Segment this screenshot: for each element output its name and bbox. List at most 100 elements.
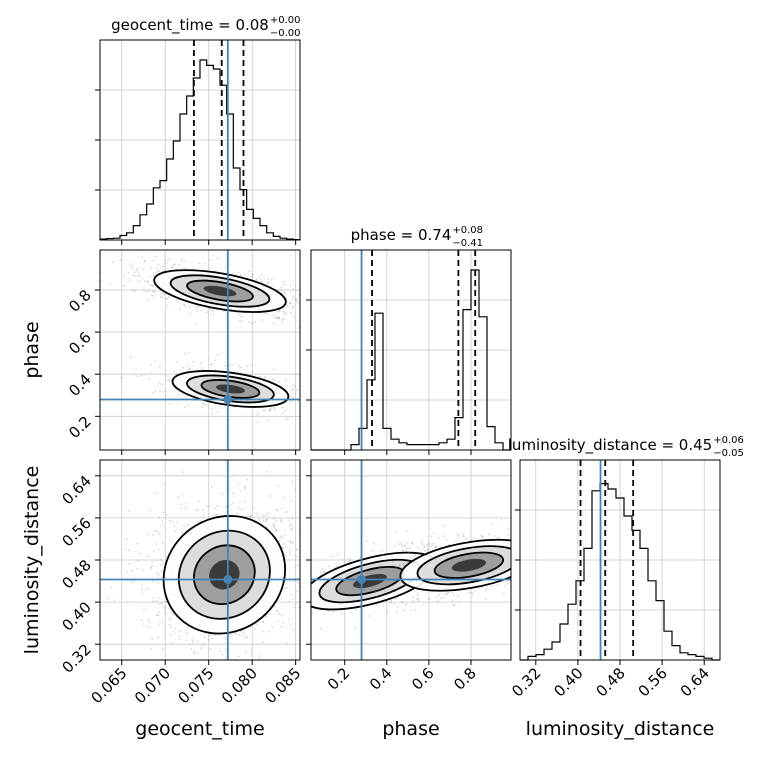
sample-point — [241, 320, 243, 323]
sample-point — [526, 555, 528, 557]
sample-point — [267, 419, 270, 422]
sample-point — [146, 587, 148, 590]
sample-point — [155, 543, 158, 545]
sample-point — [158, 270, 161, 273]
sample-point — [491, 585, 494, 587]
sample-point — [413, 555, 416, 558]
sample-point — [165, 297, 167, 300]
sample-point — [244, 485, 247, 487]
sample-point — [227, 680, 229, 682]
sample-point — [372, 542, 375, 544]
sample-point — [143, 260, 146, 263]
sample-point — [543, 571, 545, 573]
sample-point — [152, 392, 154, 394]
sample-point — [179, 308, 182, 311]
sample-point — [462, 535, 465, 538]
sample-point — [289, 547, 292, 550]
sample-point — [282, 284, 285, 286]
sample-point — [244, 515, 247, 518]
sample-point — [262, 621, 265, 624]
sample-point — [427, 545, 430, 548]
sample-point — [152, 284, 154, 287]
sample-point — [348, 557, 351, 560]
sample-point — [503, 593, 505, 595]
sample-point — [224, 649, 227, 651]
sample-point — [209, 363, 212, 366]
sample-point — [159, 558, 162, 561]
sample-point — [276, 317, 279, 319]
sample-point — [542, 567, 544, 569]
sample-point — [262, 519, 265, 521]
sample-point — [280, 288, 283, 291]
sample-point — [531, 544, 533, 546]
sample-point — [304, 586, 306, 588]
sample-point — [291, 386, 294, 388]
sample-point — [158, 516, 161, 518]
sample-point — [259, 655, 262, 658]
sample-point — [293, 298, 296, 301]
sample-point — [157, 636, 159, 639]
sample-point — [197, 509, 199, 512]
sample-point — [183, 524, 186, 527]
sample-point — [304, 584, 306, 586]
sample-point — [247, 636, 249, 638]
sample-point — [451, 599, 454, 602]
sample-point — [541, 547, 543, 549]
sample-point — [302, 309, 304, 311]
sample-point — [242, 631, 245, 633]
x-axis-label-geocent_time: geocent_time — [135, 718, 264, 740]
sample-point — [328, 610, 330, 612]
sample-point — [181, 259, 183, 262]
sample-point — [106, 597, 109, 600]
sample-point — [268, 410, 271, 412]
sample-point — [198, 262, 201, 265]
sample-point — [150, 284, 152, 287]
sample-point — [565, 528, 567, 530]
sample-point — [266, 278, 269, 280]
sample-point — [273, 407, 276, 410]
sample-point — [165, 375, 168, 378]
sample-point — [280, 286, 283, 289]
x-tick-label: 0.2 — [324, 664, 354, 694]
sample-point — [278, 612, 280, 615]
sample-point — [290, 528, 292, 531]
x-tick-label: 0.075 — [174, 664, 217, 707]
sample-point — [320, 544, 322, 546]
sample-point — [150, 567, 152, 570]
sample-point — [151, 638, 154, 640]
sample-point — [411, 541, 414, 544]
sample-point — [202, 509, 204, 512]
sample-point — [239, 313, 241, 316]
sample-point — [168, 258, 171, 260]
sample-point — [209, 307, 212, 310]
sample-point — [280, 406, 283, 409]
sample-point — [236, 370, 239, 372]
sample-point — [464, 538, 466, 540]
sample-point — [125, 571, 128, 573]
sample-point — [330, 618, 332, 620]
sample-point — [275, 530, 278, 532]
sample-point — [239, 274, 242, 277]
sample-point — [266, 282, 268, 285]
sample-point — [458, 535, 460, 537]
sample-point — [244, 372, 247, 375]
sample-point — [259, 278, 262, 281]
sample-point — [424, 550, 427, 552]
sample-point — [139, 275, 142, 278]
sample-point — [166, 305, 169, 308]
sample-point — [129, 279, 131, 281]
sample-point — [302, 522, 304, 524]
sample-point — [158, 533, 161, 536]
sample-point — [294, 565, 297, 567]
sample-point — [140, 618, 143, 621]
sample-point — [229, 636, 232, 638]
sample-point — [561, 543, 563, 545]
sample-point — [427, 542, 430, 544]
sample-point — [245, 369, 247, 372]
sample-point — [383, 590, 386, 593]
sample-point — [526, 552, 528, 554]
sample-point — [453, 594, 456, 596]
sample-point — [154, 359, 157, 362]
sample-point — [438, 594, 440, 596]
sample-point — [423, 546, 425, 549]
